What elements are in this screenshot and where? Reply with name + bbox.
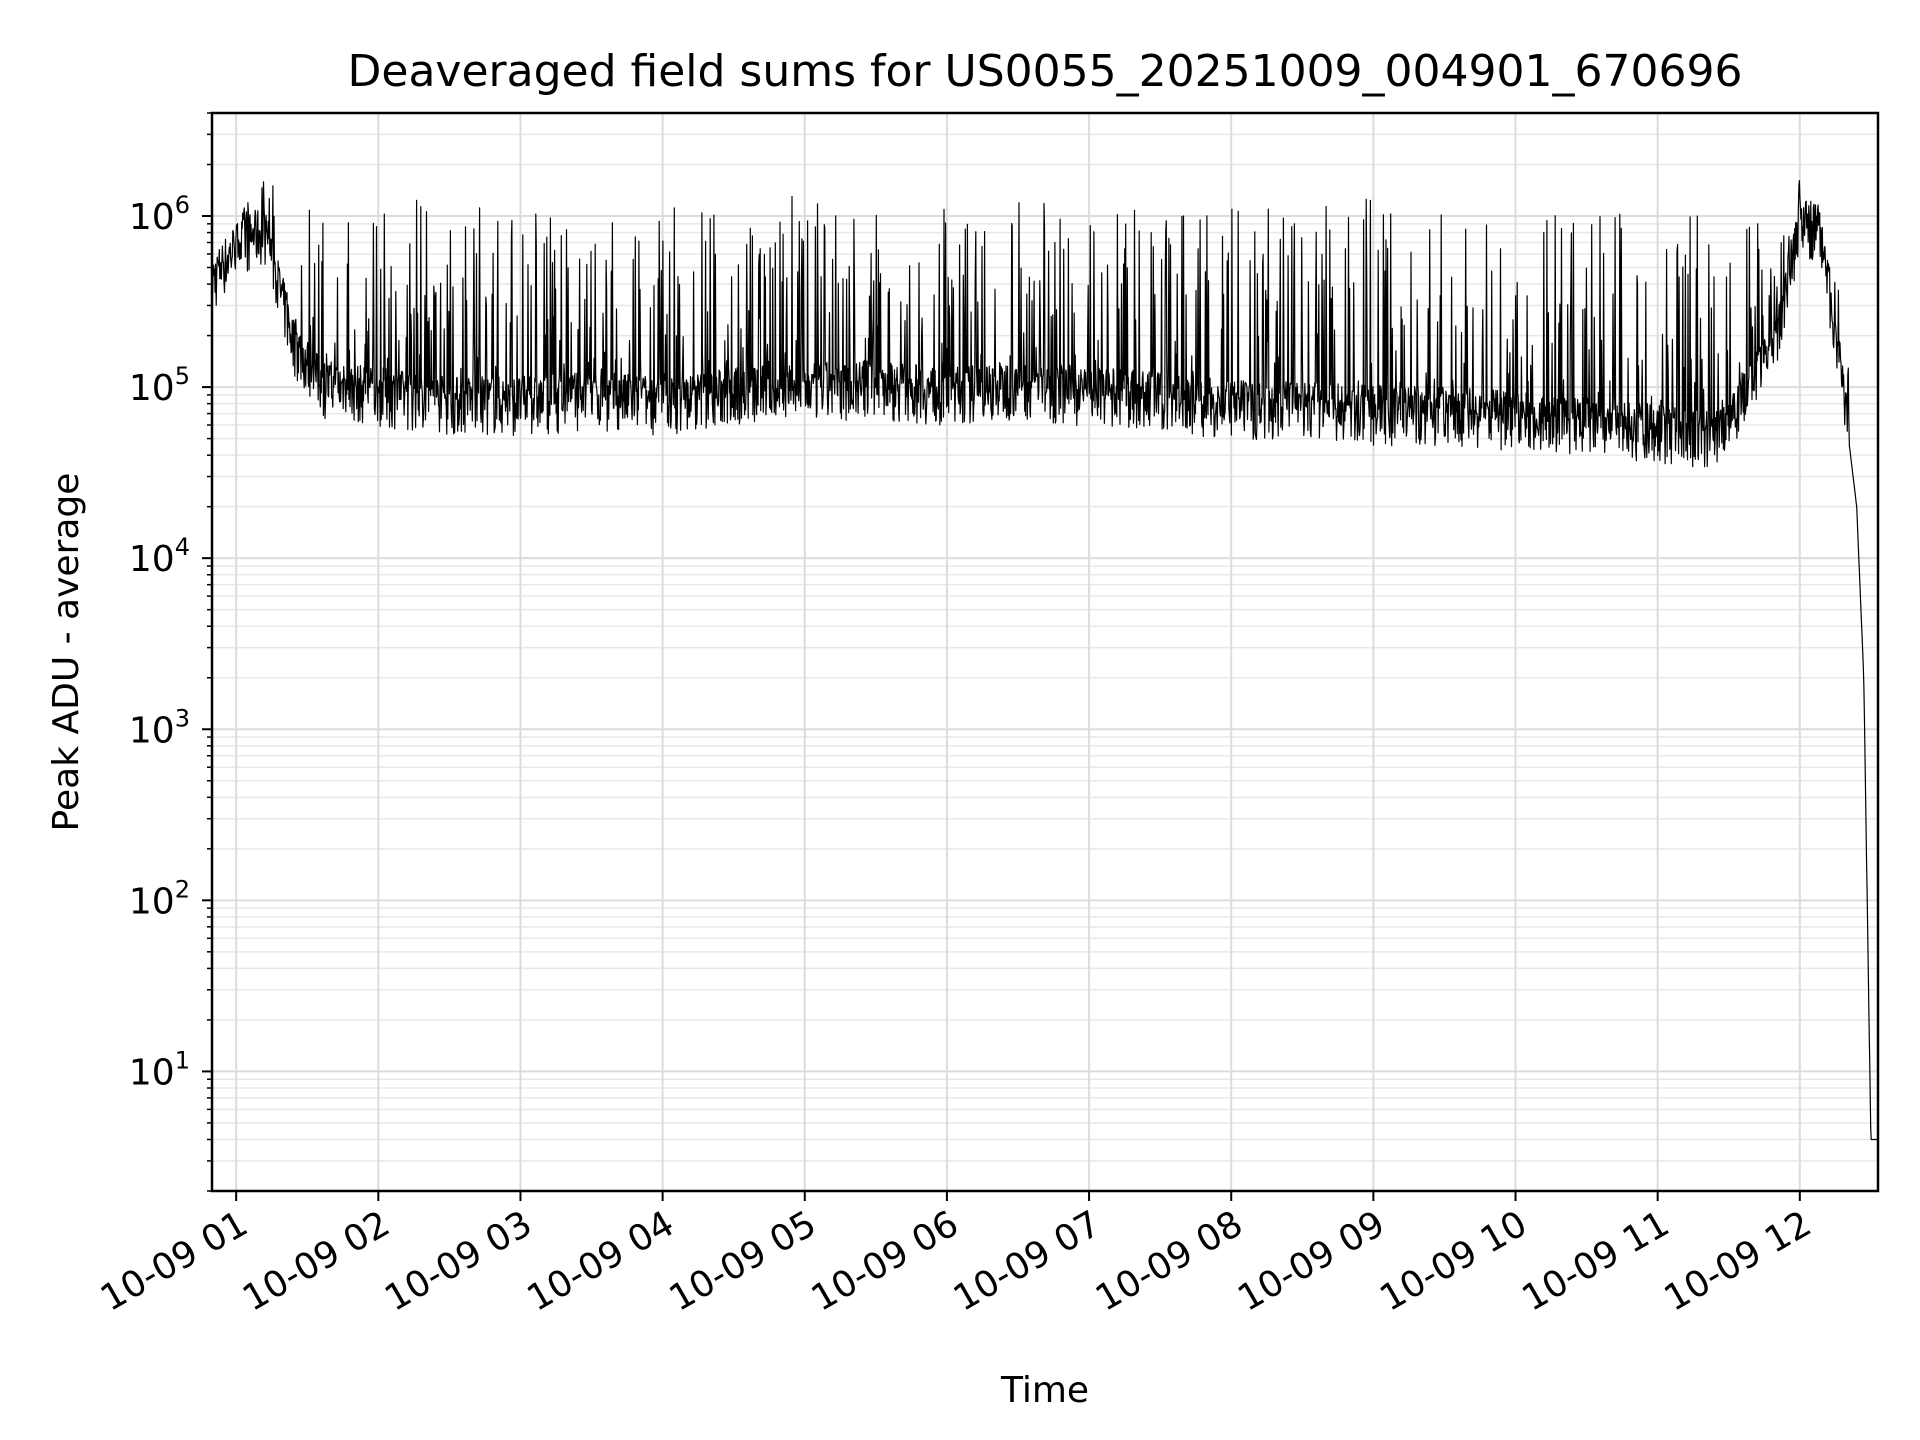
x-tick-label: 10-09 11 (1515, 1203, 1676, 1319)
series-group (211, 180, 1879, 1141)
x-tick-label: 10-09 06 (805, 1203, 966, 1319)
y-tick-label: 102 (129, 875, 190, 922)
y-tick-label: 105 (129, 362, 190, 409)
y-tick-label: 104 (129, 533, 190, 580)
x-tick-label: 10-09 09 (1231, 1203, 1392, 1319)
chart-title: Deaveraged field sums for US0055_2025100… (348, 46, 1743, 97)
x-tick-label: 10-09 10 (1373, 1203, 1534, 1319)
x-tick-label: 10-09 08 (1089, 1203, 1250, 1319)
x-tick-label: 10-09 05 (663, 1203, 824, 1319)
y-tick-label: 106 (129, 191, 190, 238)
x-tick-label: 10-09 12 (1658, 1203, 1819, 1319)
y-tick-label: 103 (129, 704, 190, 751)
series-line (211, 180, 1879, 1141)
x-tick-label: 10-09 04 (520, 1203, 681, 1319)
x-tick-label: 10-09 01 (94, 1203, 255, 1319)
x-axis-label: Time (1000, 1370, 1089, 1411)
x-tick-label: 10-09 07 (947, 1203, 1108, 1319)
plot-frame (210, 111, 1880, 1193)
x-tick-label: 10-09 02 (236, 1203, 397, 1319)
y-axis: 101 102 103 104 105 106 (129, 112, 212, 1192)
x-tick-label: 10-09 03 (378, 1203, 539, 1319)
y-tick-label: 101 (129, 1046, 190, 1093)
y-axis-label: Peak ADU - average (46, 473, 87, 832)
